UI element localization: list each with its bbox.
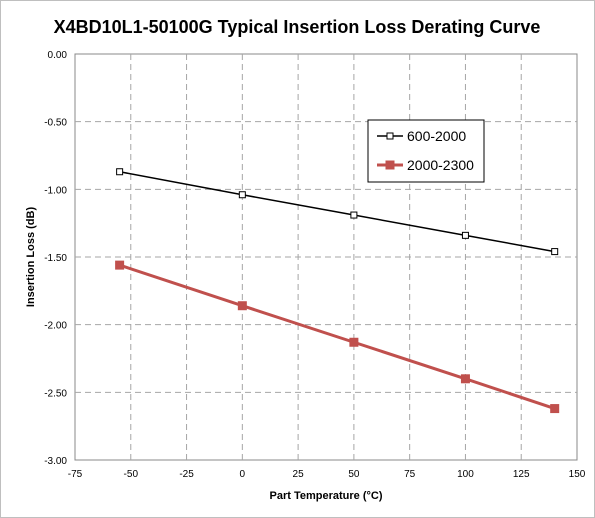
x-tick-label: 150 (569, 469, 586, 480)
y-axis-ticks: 0.00 -0.50 -1.00 -1.50 -2.00 -2.50 -3.00 (44, 50, 67, 467)
x-tick-label: 50 (348, 469, 360, 480)
x-axis-ticks: -75 -50 -25 0 25 50 75 100 125 150 (68, 469, 586, 480)
x-tick-label: 100 (457, 469, 474, 480)
gridlines (75, 54, 577, 460)
legend-label-2000-2300: 2000-2300 (407, 157, 474, 173)
data-point-2000-2300 (237, 301, 247, 311)
x-tick-label: 125 (513, 469, 530, 480)
y-axis-label: Insertion Loss (dB) (25, 207, 37, 308)
data-point-600-2000 (461, 231, 469, 239)
data-point-600-2000 (551, 248, 559, 256)
y-tick-label: -0.50 (44, 118, 67, 129)
y-tick-label: -3.00 (44, 456, 67, 467)
data-point-2000-2300 (550, 404, 560, 414)
x-tick-label: -75 (68, 469, 83, 480)
data-point-2000-2300 (349, 337, 359, 347)
legend: 600-2000 2000-2300 (367, 119, 485, 183)
y-tick-label: -2.50 (44, 388, 67, 399)
x-tick-label: 0 (240, 469, 246, 480)
series-layer (115, 168, 560, 414)
data-point-600-2000 (116, 168, 124, 176)
legend-box (367, 119, 485, 183)
data-point-2000-2300 (460, 374, 470, 384)
data-point-2000-2300 (115, 260, 125, 270)
legend-marker-2000-2300 (385, 160, 395, 170)
data-point-600-2000 (350, 211, 358, 219)
y-tick-label: -2.00 (44, 321, 67, 332)
data-point-600-2000 (238, 191, 246, 199)
x-tick-label: 75 (404, 469, 416, 480)
x-tick-label: 25 (293, 469, 305, 480)
y-tick-label: 0.00 (48, 50, 68, 61)
legend-marker-600-2000 (386, 132, 394, 140)
x-tick-label: -50 (124, 469, 139, 480)
legend-label-600-2000: 600-2000 (407, 128, 466, 144)
x-axis-label: Part Temperature (°C) (270, 490, 383, 502)
y-tick-label: -1.50 (44, 253, 67, 264)
x-tick-label: -25 (179, 469, 194, 480)
chart-title: X4BD10L1-50100G Typical Insertion Loss D… (54, 17, 541, 37)
y-tick-label: -1.00 (44, 185, 67, 196)
